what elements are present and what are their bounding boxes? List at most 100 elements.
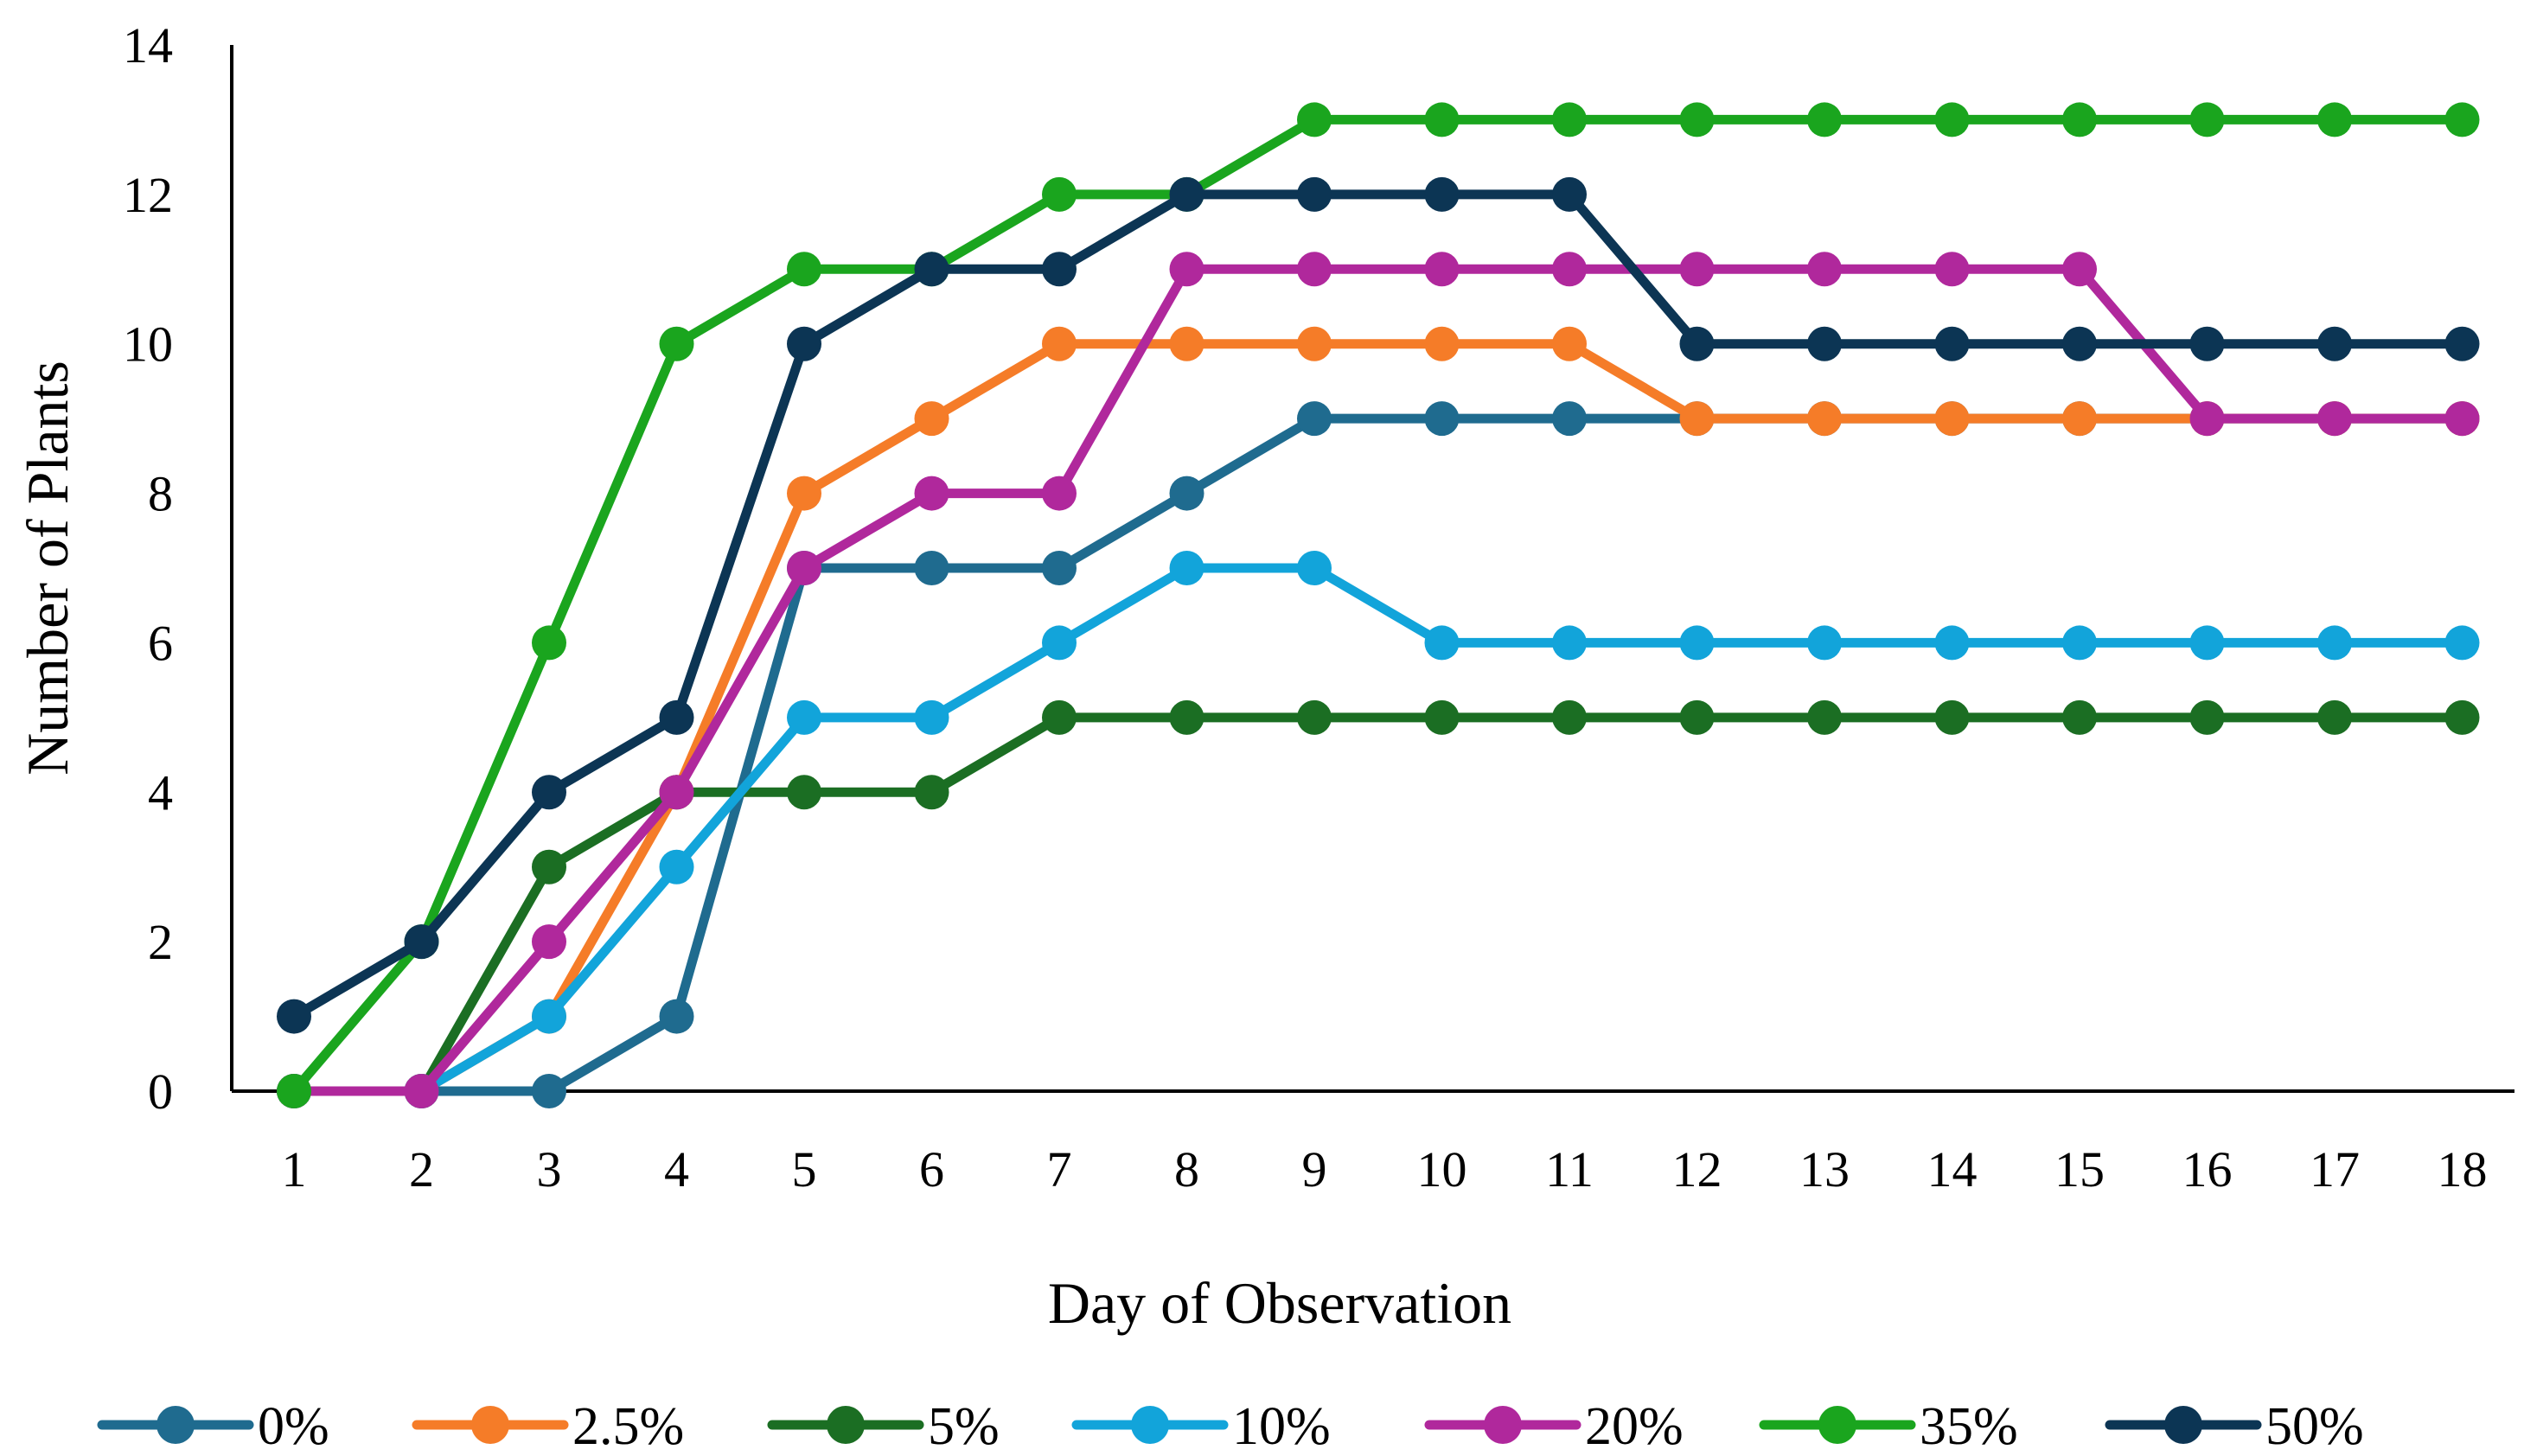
data-point — [914, 699, 949, 735]
x-tick-label: 10 — [1417, 1141, 1467, 1197]
data-point — [2189, 699, 2225, 735]
x-tick-label: 8 — [1174, 1141, 1199, 1197]
data-point — [1552, 699, 1587, 735]
data-point — [659, 775, 694, 810]
data-point — [1297, 699, 1332, 735]
x-tick-label: 11 — [1545, 1141, 1594, 1197]
x-tick-label: 12 — [1672, 1141, 1722, 1197]
data-point — [1042, 625, 1077, 661]
series-line — [289, 712, 2467, 1096]
data-point — [2317, 326, 2352, 361]
data-point — [1552, 625, 1587, 661]
legend-item: 10% — [1071, 1397, 1331, 1456]
y-axis-title: Number of Plants — [15, 361, 80, 776]
series-lines — [277, 102, 2480, 1108]
data-point — [659, 849, 694, 884]
y-tick-label: 8 — [148, 466, 173, 522]
x-tick-label: 16 — [2182, 1141, 2233, 1197]
data-point — [1934, 102, 1970, 137]
data-point — [1042, 476, 1077, 511]
legend-item: 0% — [97, 1397, 329, 1456]
data-point — [2317, 401, 2352, 437]
data-point — [1424, 252, 1460, 287]
legend-item: 50% — [2105, 1397, 2364, 1456]
legend-label: 0% — [258, 1397, 329, 1456]
data-point — [659, 999, 694, 1034]
data-point — [1424, 102, 1460, 137]
data-point — [914, 775, 949, 810]
axes — [230, 45, 2514, 1093]
series-line — [289, 264, 2467, 1096]
data-point — [659, 699, 694, 735]
data-point — [532, 849, 566, 884]
data-point — [787, 252, 821, 287]
data-point — [2317, 625, 2352, 661]
data-point — [2062, 699, 2097, 735]
x-tick-label: 7 — [1047, 1141, 1072, 1197]
data-point — [1297, 102, 1332, 137]
data-point — [1679, 326, 1715, 361]
data-point — [1042, 699, 1077, 735]
data-point — [1807, 401, 1842, 437]
legend: 0% 2.5% 5% 10% 20% 35% 50% — [97, 1397, 2364, 1456]
legend-item: 35% — [1759, 1397, 2018, 1456]
legend-swatch-marker — [471, 1406, 509, 1444]
data-point — [532, 999, 566, 1034]
x-tick-label: 6 — [919, 1141, 944, 1197]
y-tick-label: 6 — [148, 615, 173, 671]
series-35% — [277, 102, 2480, 1108]
x-tick-label: 3 — [537, 1141, 562, 1197]
data-point — [1807, 699, 1842, 735]
legend-swatch-marker — [2164, 1406, 2202, 1444]
data-point — [1424, 176, 1460, 212]
series-50% — [277, 176, 2480, 1034]
data-point — [277, 999, 311, 1034]
legend-label: 35% — [1920, 1397, 2018, 1456]
data-point — [1297, 551, 1332, 585]
data-point — [1552, 176, 1587, 212]
data-point — [1297, 176, 1332, 212]
data-point — [2444, 625, 2480, 661]
legend-label: 20% — [1585, 1397, 1684, 1456]
x-tick-label: 15 — [2054, 1141, 2105, 1197]
data-point — [1042, 326, 1077, 361]
data-point — [1169, 326, 1204, 361]
data-point — [2444, 401, 2480, 437]
data-point — [1679, 102, 1715, 137]
data-point — [1042, 176, 1077, 212]
legend-swatch-marker — [1131, 1406, 1169, 1444]
y-tick-label: 10 — [123, 316, 173, 373]
data-point — [1424, 699, 1460, 735]
data-point — [1679, 401, 1715, 437]
data-point — [787, 476, 821, 511]
data-point — [2189, 102, 2225, 137]
data-point — [2317, 102, 2352, 137]
data-point — [2189, 401, 2225, 437]
data-point — [914, 551, 949, 585]
data-point — [1552, 401, 1587, 437]
data-point — [2189, 326, 2225, 361]
axis-titles: Day of Observation Number of Plants — [15, 361, 1511, 1336]
data-point — [532, 1074, 566, 1108]
data-point — [277, 1074, 311, 1108]
data-point — [2189, 625, 2225, 661]
data-point — [1934, 625, 1970, 661]
data-point — [1679, 625, 1715, 661]
x-tick-label: 17 — [2310, 1141, 2360, 1197]
data-point — [1297, 252, 1332, 287]
x-tick-label: 4 — [664, 1141, 689, 1197]
data-point — [1424, 625, 1460, 661]
data-point — [1169, 699, 1204, 735]
data-point — [914, 476, 949, 511]
data-point — [1934, 326, 1970, 361]
data-point — [1424, 326, 1460, 361]
legend-swatch-marker — [1484, 1406, 1522, 1444]
x-tick-label: 5 — [792, 1141, 817, 1197]
x-tick-label: 13 — [1799, 1141, 1850, 1197]
data-point — [2062, 625, 2097, 661]
x-tick-label: 14 — [1927, 1141, 1978, 1197]
data-point — [2062, 401, 2097, 437]
legend-swatch-marker — [1818, 1406, 1856, 1444]
